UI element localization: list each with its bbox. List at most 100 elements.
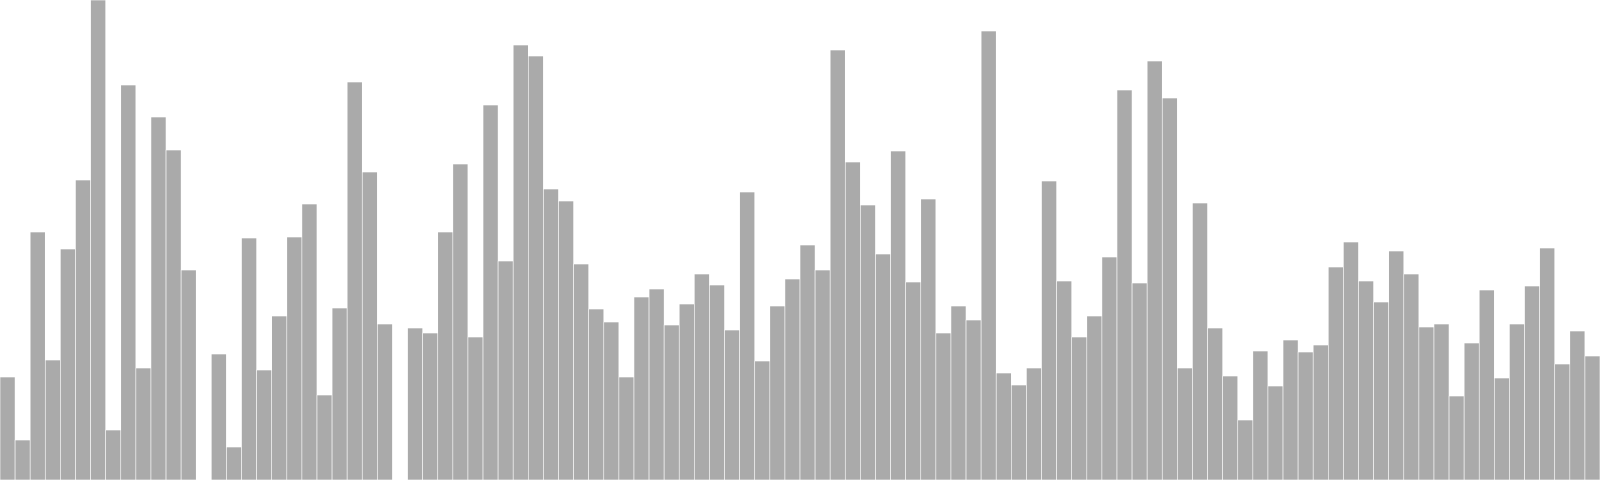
bar-57 (860, 204, 876, 480)
bar-68 (1026, 367, 1042, 480)
bar-37 (558, 200, 574, 480)
bar-70 (1056, 280, 1072, 480)
bar-81 (1222, 375, 1239, 480)
bar-77 (1161, 97, 1178, 480)
bar-35 (527, 55, 544, 480)
bar-2 (29, 231, 46, 480)
bar-6 (90, 0, 106, 480)
bar-60 (905, 281, 922, 480)
bar-22 (331, 307, 348, 480)
bar-48 (724, 329, 740, 480)
bar-23 (346, 81, 363, 480)
bar-99 (1494, 377, 1510, 480)
bar-16 (241, 237, 257, 480)
bar-102 (1539, 247, 1556, 480)
bar-90 (1358, 280, 1374, 480)
bar-7 (105, 429, 122, 480)
bar-91 (1373, 301, 1389, 480)
bar-104 (1569, 330, 1586, 480)
bar-61 (920, 198, 937, 480)
bar-96 (1448, 395, 1465, 480)
bar-3 (44, 359, 61, 480)
bar-94 (1418, 326, 1435, 480)
bar-32 (482, 104, 499, 480)
bar-105 (1584, 355, 1600, 480)
bar-88 (1328, 266, 1344, 480)
bar-5 (75, 179, 91, 480)
bar-75 (1131, 282, 1148, 480)
bar-56 (844, 161, 861, 480)
bar-43 (648, 288, 665, 480)
bar-1 (14, 439, 31, 480)
bar-45 (678, 303, 695, 480)
bar-41 (618, 376, 635, 480)
bar-15 (226, 446, 242, 480)
bar-86 (1297, 351, 1314, 480)
bar-34 (512, 44, 529, 480)
bar-50 (754, 360, 771, 480)
bar-72 (1086, 315, 1103, 480)
bar-82 (1237, 419, 1254, 480)
bar-0 (0, 376, 16, 480)
bar-39 (588, 308, 605, 480)
bar-19 (286, 236, 303, 480)
bar-93 (1403, 273, 1420, 480)
bar-58 (875, 253, 891, 480)
bar-73 (1101, 256, 1118, 480)
bar-97 (1463, 342, 1480, 480)
bar-12 (180, 269, 197, 480)
bar-74 (1116, 89, 1133, 480)
bar-20 (301, 203, 318, 480)
bar-30 (452, 163, 469, 480)
bar-89 (1343, 241, 1359, 480)
bar-29 (437, 231, 454, 480)
bar-24 (361, 171, 378, 480)
bar-62 (935, 332, 952, 480)
bar-100 (1509, 323, 1525, 480)
bar-67 (1011, 384, 1027, 480)
bar-79 (1192, 202, 1208, 480)
bar-98 (1478, 289, 1495, 480)
bar-54 (814, 269, 831, 480)
bar-65 (980, 30, 997, 480)
bar-31 (467, 336, 484, 480)
bar-85 (1282, 339, 1299, 480)
bar-46 (694, 273, 710, 480)
bar-63 (950, 305, 967, 480)
bar-55 (829, 49, 846, 480)
bar-9 (135, 367, 152, 480)
bar-52 (784, 278, 801, 480)
bar-49 (739, 191, 756, 480)
bar-44 (663, 324, 680, 480)
bar-40 (603, 321, 620, 480)
bar-80 (1207, 327, 1223, 480)
bar-10 (150, 116, 167, 480)
bar-53 (799, 244, 816, 480)
bar-78 (1177, 367, 1193, 480)
bar-103 (1554, 363, 1571, 480)
bar-71 (1071, 336, 1088, 480)
bar-95 (1433, 323, 1450, 480)
bar-27 (407, 327, 423, 480)
bar-25 (377, 323, 393, 480)
bar-11 (165, 149, 182, 480)
bar-69 (1041, 180, 1057, 480)
bar-101 (1524, 285, 1540, 480)
bar-83 (1252, 350, 1269, 480)
bar-87 (1312, 344, 1329, 480)
bar-14 (211, 353, 227, 480)
bar-51 (769, 305, 786, 480)
bar-4 (60, 248, 76, 480)
bar-36 (543, 188, 559, 480)
bar-28 (422, 332, 439, 480)
bar-18 (271, 315, 288, 480)
bar-47 (709, 284, 725, 480)
bar-8 (120, 84, 137, 480)
bar-66 (995, 372, 1012, 480)
bar-64 (965, 319, 982, 480)
bar-84 (1267, 385, 1284, 480)
bar-21 (316, 394, 333, 480)
bar-59 (890, 150, 906, 480)
bar-42 (633, 296, 650, 480)
